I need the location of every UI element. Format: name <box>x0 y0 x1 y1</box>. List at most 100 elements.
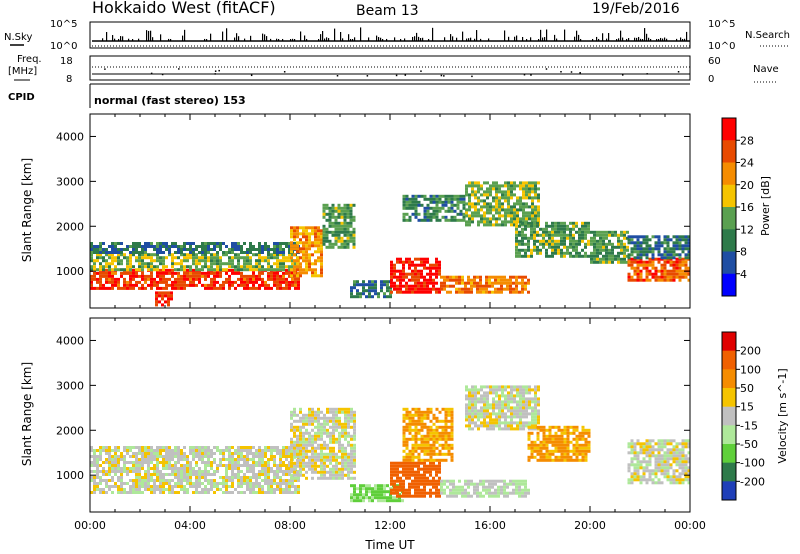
power-cell <box>195 283 198 287</box>
power-cell <box>282 268 285 272</box>
velocity-cell <box>323 467 326 471</box>
power-cell <box>296 268 299 272</box>
velocity-cell <box>314 452 317 456</box>
velocity-cell <box>435 479 438 483</box>
power-cell <box>542 242 545 246</box>
velocity-cell <box>177 485 180 488</box>
velocity-cell <box>426 416 430 420</box>
velocity-cell <box>393 488 396 492</box>
power-cell <box>542 245 545 249</box>
power-cell <box>305 271 308 275</box>
velocity-cell <box>341 464 344 468</box>
power-cell <box>483 214 486 218</box>
velocity-cell <box>311 470 314 474</box>
velocity-cell <box>495 406 498 410</box>
power-cell <box>461 278 464 282</box>
power-cell <box>461 275 464 279</box>
power-cell <box>423 266 426 270</box>
velocity-cell <box>399 461 402 465</box>
power-cell <box>96 277 99 281</box>
velocity-cell <box>432 431 436 435</box>
power-cell <box>288 280 291 284</box>
power-cell <box>480 217 483 221</box>
velocity-cell <box>99 488 102 491</box>
power-cell <box>660 241 664 245</box>
power-cell <box>438 266 441 270</box>
power-cell <box>456 194 460 198</box>
power-cell <box>408 200 412 204</box>
power-cell <box>408 284 411 288</box>
velocity-cell <box>231 482 234 485</box>
power-cell <box>684 253 688 257</box>
power-cell <box>168 245 171 248</box>
velocity-cell <box>491 485 494 489</box>
power-cell <box>117 283 120 287</box>
power-cell <box>503 287 506 291</box>
power-cell <box>614 257 617 261</box>
power-cell <box>228 277 231 281</box>
velocity-cell <box>186 467 189 470</box>
power-cell <box>305 247 308 251</box>
velocity-cell <box>201 461 204 464</box>
power-cell <box>509 281 512 285</box>
velocity-cell <box>504 385 507 389</box>
velocity-cell <box>320 437 323 441</box>
power-cell <box>654 266 658 270</box>
velocity-cell <box>165 464 168 467</box>
freq-mark <box>523 73 526 76</box>
noise-bar <box>394 37 396 41</box>
velocity-cell <box>219 452 222 455</box>
power-cell <box>111 242 114 245</box>
power-cell <box>207 271 210 275</box>
power-cell <box>350 292 353 296</box>
power-cell <box>525 217 528 221</box>
velocity-cell <box>174 476 177 479</box>
power-cell <box>252 286 255 290</box>
power-cell <box>362 286 365 290</box>
velocity-cell <box>305 437 308 441</box>
velocity-cell <box>335 425 338 429</box>
velocity-cell <box>159 485 162 488</box>
velocity-cell <box>288 479 291 482</box>
velocity-cell <box>308 422 311 426</box>
velocity-cell <box>420 446 424 450</box>
power-cell <box>438 272 441 276</box>
velocity-cell <box>417 494 420 498</box>
power-cell <box>663 256 667 260</box>
velocity-cell <box>144 488 147 491</box>
velocity-cell <box>99 479 102 482</box>
velocity-cell <box>429 467 432 471</box>
power-cell <box>177 245 180 248</box>
velocity-cell <box>129 485 132 488</box>
velocity-cell <box>162 479 165 482</box>
noise-bar <box>598 38 600 41</box>
velocity-cell <box>96 485 99 488</box>
velocity-cell <box>311 449 314 453</box>
power-cell <box>293 259 296 263</box>
power-cell <box>240 256 243 260</box>
power-cell <box>630 238 634 242</box>
power-cell <box>467 281 470 285</box>
power-cell <box>444 200 448 204</box>
power-cell <box>596 242 599 246</box>
power-cell <box>237 248 240 251</box>
velocity-cell <box>240 446 243 449</box>
power-cell <box>405 257 408 261</box>
velocity-cell <box>501 427 504 431</box>
power-cell <box>566 233 569 237</box>
velocity-cell <box>305 449 308 453</box>
power-cell <box>429 269 432 273</box>
velocity-cell <box>150 467 153 470</box>
velocity-cell <box>290 473 293 477</box>
velocity-cell <box>311 416 314 420</box>
power-cell <box>519 202 522 206</box>
power-cell <box>518 239 521 243</box>
power-cell <box>492 199 495 203</box>
noise-bar <box>290 38 292 41</box>
power-cell <box>623 260 626 264</box>
power-cell <box>210 262 213 266</box>
velocity-cell <box>177 455 180 458</box>
velocity-cell <box>390 476 393 480</box>
power-cell <box>325 203 329 207</box>
power-cell <box>675 235 679 239</box>
